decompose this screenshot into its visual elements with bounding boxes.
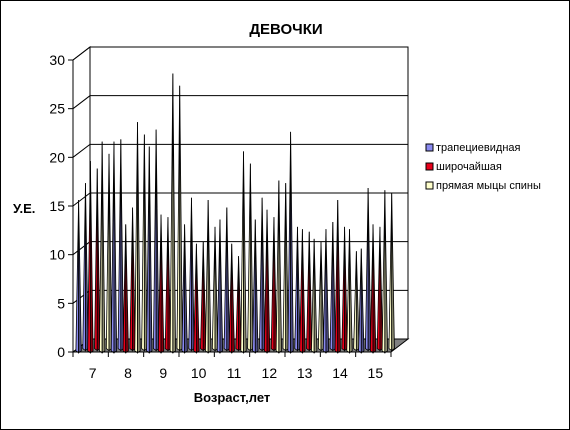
y-tick-label: 15 [49, 198, 65, 214]
bar-face-dark [355, 251, 360, 352]
legend-swatch [425, 181, 434, 190]
axes [68, 59, 392, 357]
bar-cone [329, 222, 336, 352]
bar-cone [110, 141, 118, 354]
bar-cone [223, 207, 230, 352]
bar-cone [117, 139, 124, 352]
bar-cone [141, 134, 148, 352]
bar-cone [294, 226, 301, 352]
bar-cone [270, 217, 278, 352]
bar-cone [164, 217, 172, 352]
bar-face-dark [320, 241, 325, 352]
legend-label: трапециевидная [436, 142, 521, 154]
bar-face-dark [155, 129, 160, 352]
bar-cone [388, 192, 395, 352]
x-tick-label: 10 [191, 365, 207, 381]
bar-cone [353, 251, 360, 352]
y-tick-label: 0 [57, 344, 65, 360]
bar-cone [341, 226, 348, 352]
bar-cone [200, 241, 207, 352]
chart-title: ДЕВОЧКИ [249, 21, 322, 38]
y-tick-label: 30 [49, 52, 65, 68]
x-axis-title: Возраст,лет [194, 390, 271, 405]
bar-face-dark [143, 134, 148, 352]
bar-face-dark [367, 187, 372, 352]
bar-cone [82, 183, 89, 352]
x-tick-labels: 7 8 9 10 11 12 13 14 15 [89, 365, 384, 381]
bar-face-dark [261, 197, 266, 352]
x-tick-label: 7 [89, 365, 97, 381]
legend-entry: трапециевидная [425, 142, 521, 154]
legend-swatch [425, 162, 434, 171]
x-tick-label: 12 [262, 365, 278, 381]
bar-cone [176, 85, 183, 352]
gridline [72, 46, 408, 61]
bar-face-dark [132, 207, 136, 352]
bar-cone [235, 256, 242, 352]
bar-cone [105, 153, 113, 352]
bars [75, 73, 395, 354]
x-tick-label: 8 [124, 365, 132, 381]
y-tick-labels: 0 5 10 15 20 25 30 [49, 52, 65, 360]
y-tick-label: 25 [49, 101, 65, 117]
bar-cone [369, 224, 377, 354]
bar-cone [94, 168, 101, 352]
bar-face-dark [191, 197, 195, 352]
legend-swatch [425, 143, 434, 152]
legend-label: широчайшая [436, 161, 502, 173]
bar-face-dark [167, 217, 172, 352]
bar-cone [259, 197, 266, 352]
bar-cone [205, 199, 212, 354]
bar-face-dark [297, 226, 301, 352]
bar-face-dark [391, 192, 395, 352]
y-axis-title: У.Е. [13, 201, 35, 216]
bar-face-dark [379, 226, 384, 352]
bar-cone [365, 187, 372, 352]
bar-face-dark [308, 231, 313, 352]
x-tick-label: 9 [159, 365, 167, 381]
y-tick-label: 5 [57, 295, 65, 311]
bar-cone [247, 163, 254, 352]
bar-cone [275, 180, 282, 354]
bar-cone [87, 161, 94, 354]
x-tick-label: 14 [332, 365, 348, 381]
bar-cone [188, 197, 195, 352]
bar-face-dark [249, 163, 254, 352]
bar-cone [153, 129, 160, 352]
bar-cone [317, 241, 325, 352]
bar-face-dark [273, 217, 278, 352]
bar-face-dark [85, 183, 89, 352]
bar-cone [129, 207, 136, 352]
legend: трапециевидная широчайшая прямая мыцы спин… [425, 142, 541, 192]
bar-face-dark [285, 183, 289, 352]
bar-face-dark [108, 153, 113, 352]
bar-face-dark [226, 207, 230, 352]
gridline [72, 95, 408, 110]
bar-face-dark [238, 256, 242, 352]
bar-face-dark [344, 226, 348, 352]
bar-face-dark [202, 241, 207, 352]
bar-face-dark [179, 85, 183, 352]
bar-cone [306, 231, 313, 352]
legend-entry: широчайшая [425, 161, 502, 173]
bar-cone [211, 226, 219, 352]
bar-face-dark [120, 139, 124, 352]
x-tick-label: 15 [368, 365, 384, 381]
bar-face-dark [96, 168, 101, 352]
bar-cone [376, 226, 384, 352]
legend-label: прямая мыцы спины [436, 180, 541, 192]
y-tick-label: 20 [49, 149, 65, 165]
x-tick-label: 13 [297, 365, 313, 381]
bar-cone [282, 183, 289, 352]
bar-face-dark [214, 226, 219, 352]
y-tick-label: 10 [49, 247, 65, 263]
x-tick-label: 11 [227, 365, 242, 381]
legend-entry: прямая мыцы спины [425, 180, 541, 192]
gridline [72, 143, 408, 158]
bar-face-dark [332, 222, 336, 352]
